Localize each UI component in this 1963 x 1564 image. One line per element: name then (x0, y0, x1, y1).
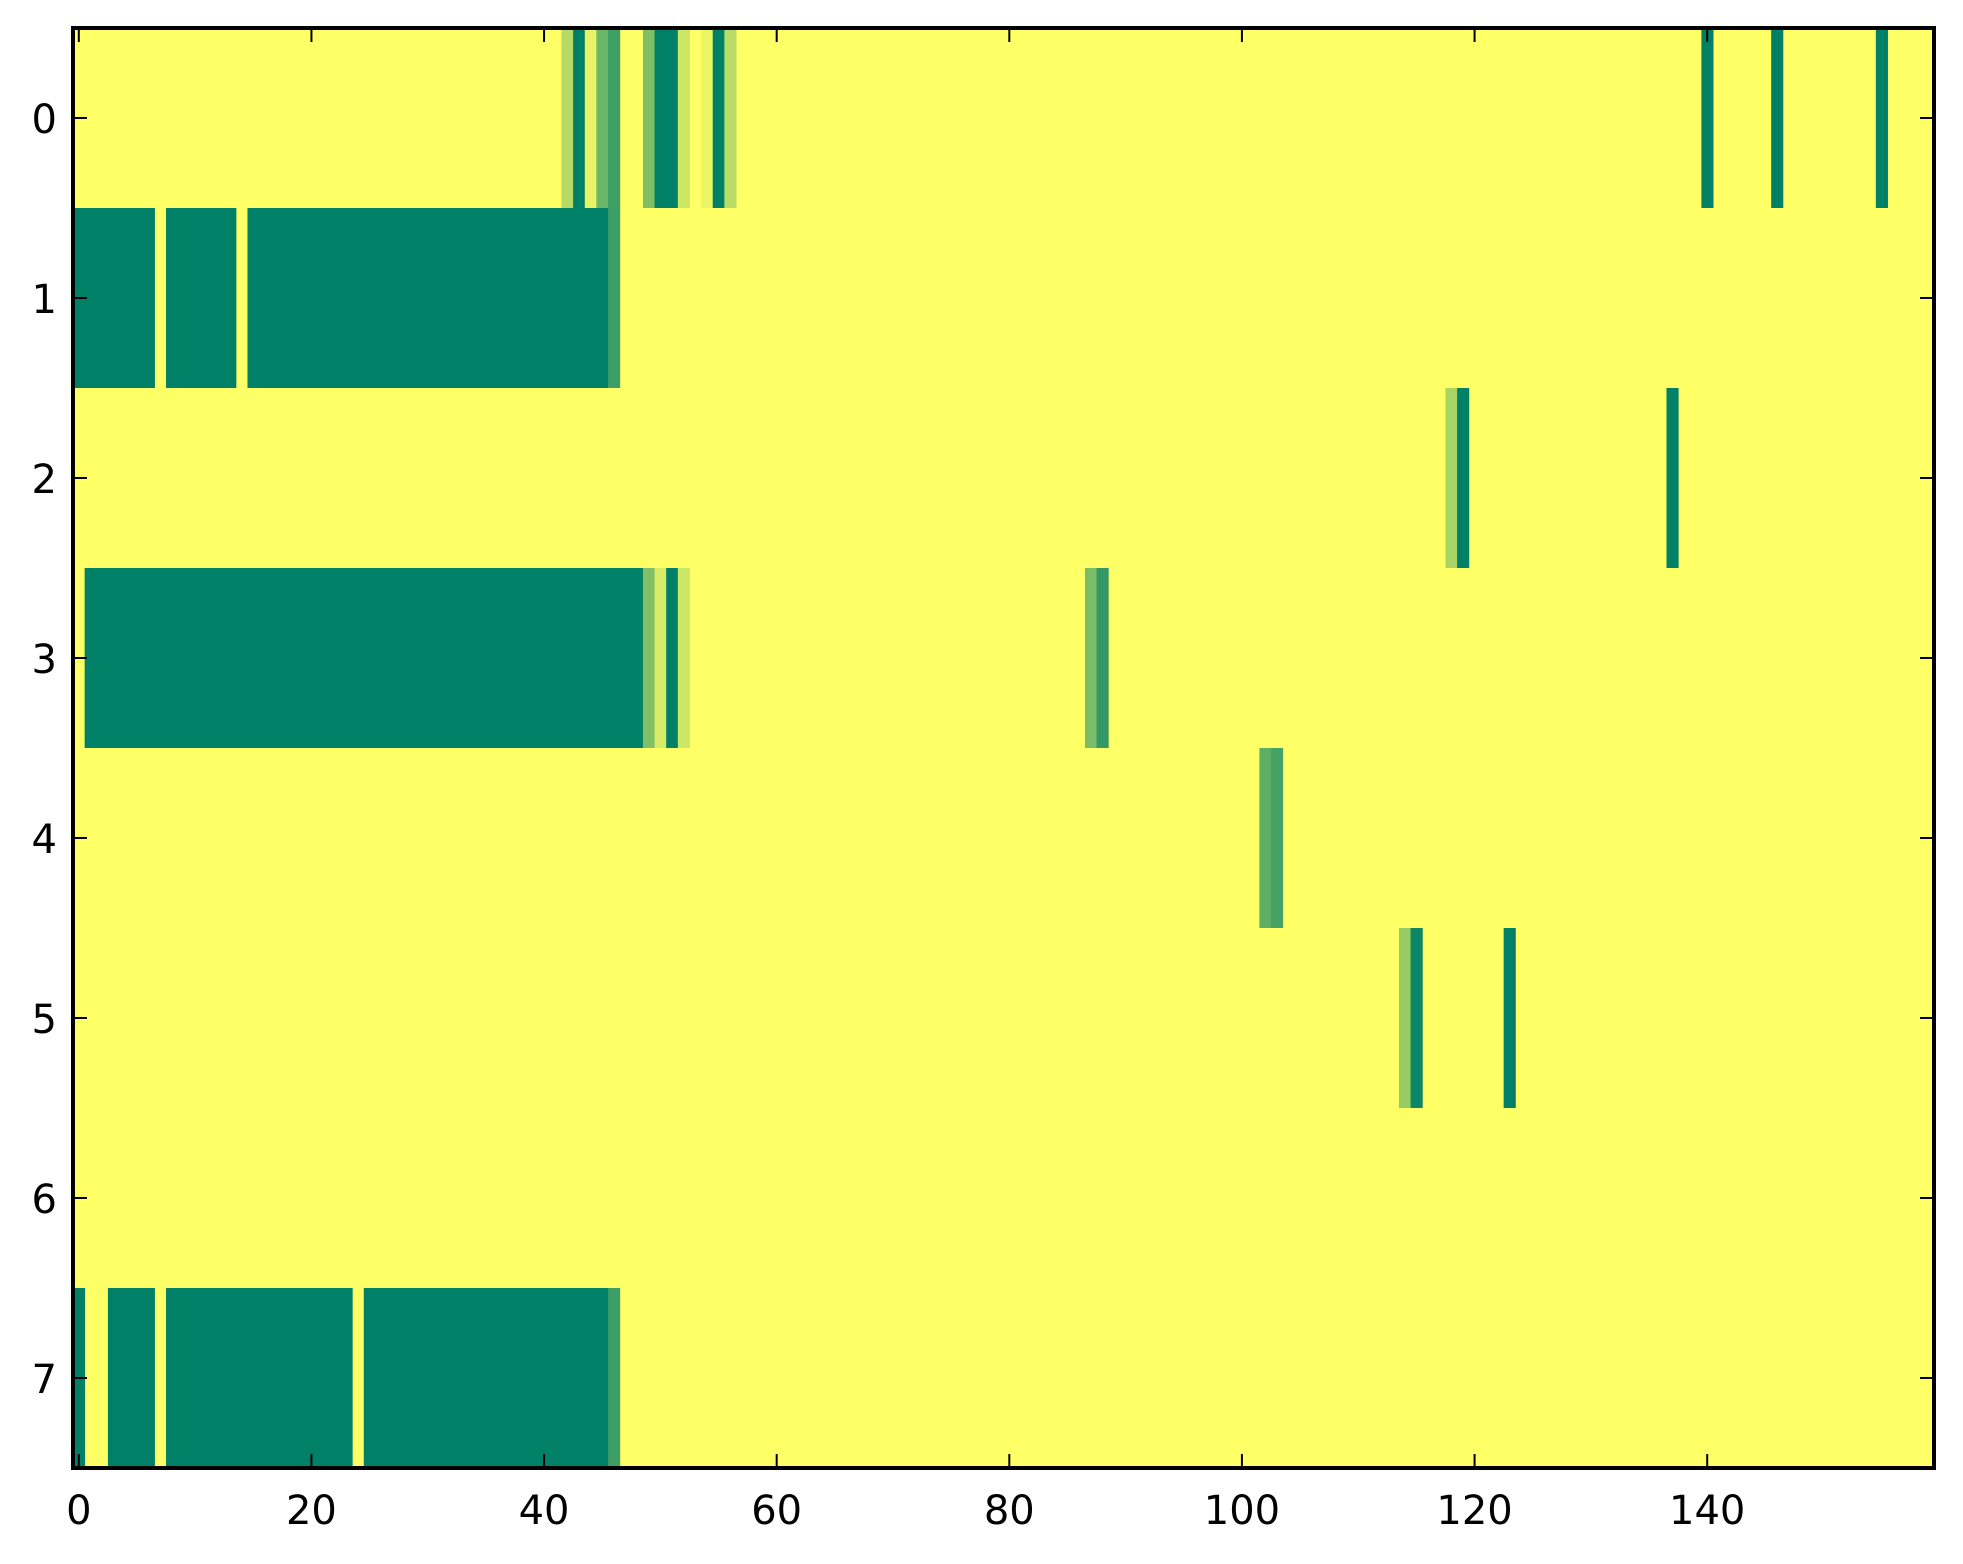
heatmap-cell (1701, 28, 1714, 208)
heatmap-cells (73, 28, 1934, 1468)
x-tick-label: 80 (984, 1488, 1035, 1534)
y-tick-label: 0 (32, 97, 57, 143)
heatmap-cell (608, 1288, 621, 1468)
heatmap-cell (666, 568, 679, 748)
y-tick-label: 2 (32, 457, 57, 503)
heatmap-cell (1084, 568, 1098, 748)
x-tick-label: 100 (1204, 1488, 1280, 1534)
x-tick-label: 140 (1669, 1488, 1745, 1534)
heatmap-cell (1398, 928, 1412, 1108)
x-tick-label: 60 (751, 1488, 802, 1534)
heatmap-cell (608, 208, 621, 388)
y-tick-label: 3 (32, 637, 57, 683)
x-tick-label: 20 (286, 1488, 337, 1534)
heatmap-cell (596, 28, 609, 208)
heatmap-cell (84, 568, 644, 748)
y-tick-label: 4 (32, 817, 57, 863)
heatmap-cell (608, 28, 621, 208)
heatmap-cell (1445, 388, 1458, 568)
heatmap-cell (166, 208, 237, 388)
heatmap-cell (1457, 388, 1470, 568)
x-tick-label: 0 (66, 1488, 91, 1534)
axes-frame (71, 26, 1936, 1470)
heatmap-cell (1666, 388, 1679, 568)
heatmap-cell (642, 28, 656, 208)
heatmap-cell (724, 28, 737, 208)
axis-ticks (73, 28, 1934, 1468)
x-tick-label: 120 (1436, 1488, 1512, 1534)
heatmap-cell (1096, 568, 1109, 748)
heatmap-cell (1771, 28, 1784, 208)
heatmap-cell (1875, 28, 1888, 208)
heatmap-cell (107, 1288, 155, 1468)
y-tick-label: 6 (32, 1177, 57, 1223)
heatmap-cell (701, 28, 714, 208)
heatmap-cell (247, 208, 609, 388)
heatmap-cell (363, 1288, 609, 1468)
heatmap-cell (166, 1288, 353, 1468)
x-tick-label: 40 (519, 1488, 570, 1534)
heatmap-cell (677, 568, 690, 748)
heatmap-cell (584, 28, 597, 208)
y-tick-label: 1 (32, 277, 57, 323)
heatmap-cell (1271, 748, 1284, 928)
tick-labels: 0 20 40 60 80 100 120 140 0 1 2 3 4 5 6 7 (32, 97, 1746, 1534)
heatmap-cell (712, 28, 725, 208)
y-tick-label: 7 (32, 1357, 57, 1403)
heatmap-cell (1259, 748, 1272, 928)
heatmap-cell (654, 568, 667, 748)
y-tick-label: 5 (32, 997, 57, 1043)
heatmap-cell (1503, 928, 1516, 1108)
heatmap-cell (561, 28, 574, 208)
heatmap-cell (573, 28, 586, 208)
heatmap-cell (1410, 928, 1423, 1108)
heatmap-cell (642, 568, 656, 748)
heatmap-cell (677, 28, 690, 208)
heatmap-cell (654, 28, 679, 208)
